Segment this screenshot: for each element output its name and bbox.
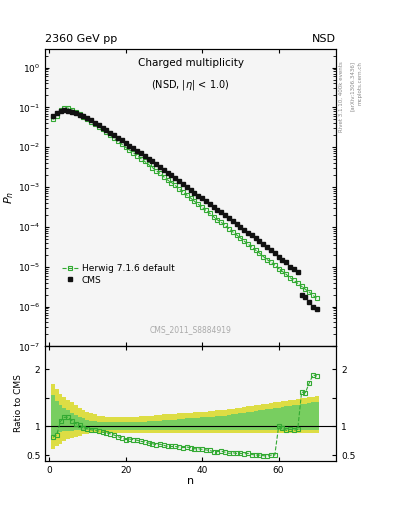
Text: CMS_2011_S8884919: CMS_2011_S8884919 [150, 326, 231, 334]
Text: NSD: NSD [312, 33, 336, 44]
X-axis label: n: n [187, 476, 194, 486]
Herwig 7.1.6 default [276, 265, 281, 271]
CMS [280, 257, 285, 263]
Herwig 7.1.6 default [314, 295, 319, 302]
Line: CMS: CMS [51, 108, 319, 311]
CMS [50, 113, 55, 119]
CMS [62, 107, 67, 113]
Herwig 7.1.6 default [280, 268, 285, 274]
Text: mcplots.cern.ch: mcplots.cern.ch [358, 61, 363, 105]
Y-axis label: $P_n$: $P_n$ [3, 191, 17, 204]
Herwig 7.1.6 default [200, 204, 204, 210]
Herwig 7.1.6 default [89, 119, 94, 125]
Text: Charged multiplicity: Charged multiplicity [138, 57, 244, 68]
Y-axis label: Ratio to CMS: Ratio to CMS [14, 375, 23, 433]
CMS [200, 195, 204, 201]
Herwig 7.1.6 default [62, 104, 67, 111]
CMS [276, 253, 281, 260]
CMS [314, 306, 319, 312]
Line: Herwig 7.1.6 default: Herwig 7.1.6 default [50, 105, 320, 301]
Herwig 7.1.6 default [116, 138, 120, 144]
Text: Rivet 3.1.10, 400k events: Rivet 3.1.10, 400k events [339, 61, 344, 132]
CMS [135, 147, 140, 154]
Herwig 7.1.6 default [135, 153, 140, 159]
Legend: Herwig 7.1.6 default, CMS: Herwig 7.1.6 default, CMS [59, 260, 178, 288]
Text: [arXiv:1306.3436]: [arXiv:1306.3436] [350, 61, 355, 112]
Herwig 7.1.6 default [50, 116, 55, 122]
Text: 2360 GeV pp: 2360 GeV pp [45, 33, 118, 44]
Text: (NSD, |$\eta$| < 1.0): (NSD, |$\eta$| < 1.0) [151, 78, 230, 92]
CMS [116, 135, 120, 141]
CMS [89, 117, 94, 123]
